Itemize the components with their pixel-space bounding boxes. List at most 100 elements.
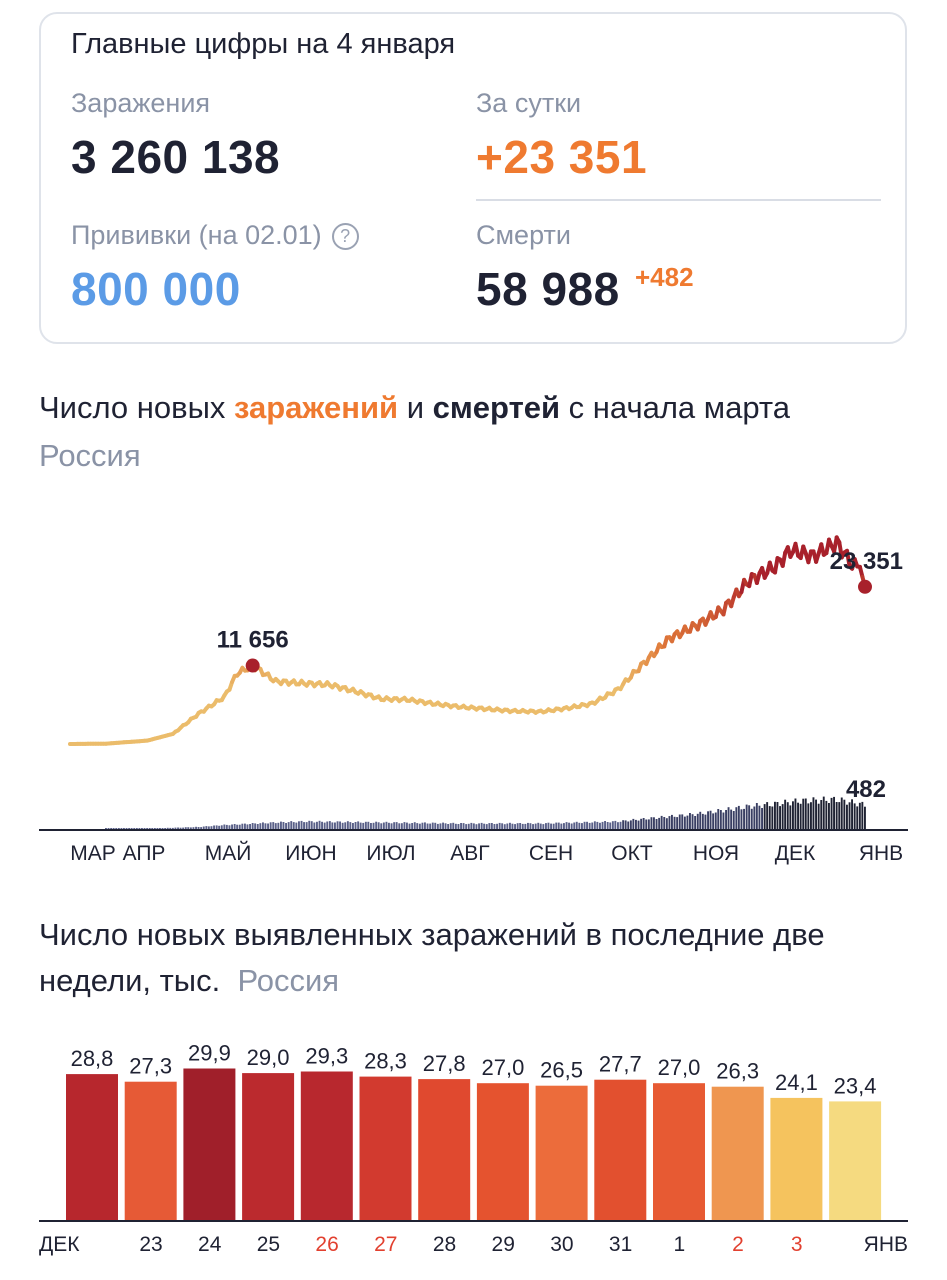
death-bar	[259, 823, 262, 829]
death-bar	[262, 822, 264, 829]
death-bar	[550, 823, 552, 829]
death-bar	[712, 813, 715, 829]
chart2-x-tick-label: 3	[791, 1233, 803, 1256]
death-bar	[117, 828, 120, 829]
death-bar	[678, 814, 681, 829]
death-bar	[490, 823, 493, 829]
death-bar	[771, 806, 774, 829]
death-bar	[629, 820, 632, 829]
deaths-delta: +482	[635, 262, 694, 292]
death-bar	[848, 802, 851, 829]
chart2-x-tick-label: 2	[732, 1233, 744, 1256]
death-bar	[676, 817, 679, 829]
death-bar	[861, 801, 864, 829]
death-bar	[287, 822, 290, 829]
death-bar	[200, 827, 203, 829]
death-bar	[532, 824, 534, 829]
death-bar	[833, 796, 835, 829]
death-bar	[478, 823, 480, 829]
death-bar	[447, 824, 450, 829]
death-bar	[316, 821, 318, 829]
chart2-x-tick-label: 28	[433, 1233, 456, 1256]
chart1-title-deaths: смертей	[432, 390, 561, 425]
daily-bar-value-label: 26,5	[540, 1058, 583, 1083]
death-bar	[511, 823, 514, 829]
death-bar	[408, 823, 411, 829]
death-bar	[218, 825, 221, 829]
death-bar	[843, 799, 846, 829]
death-bar	[195, 826, 197, 829]
death-bar	[321, 821, 323, 829]
death-bar	[792, 801, 794, 829]
latest-infections-marker	[858, 579, 872, 594]
infection-line-segment	[793, 541, 801, 558]
death-bar	[442, 822, 444, 829]
death-bar	[277, 822, 280, 829]
chart2-x-tick-label: ДЕК	[39, 1233, 80, 1256]
death-bar	[730, 809, 733, 829]
chart1-x-tick-label: ДЕК	[775, 842, 816, 865]
summary-card: Главные цифры на 4 января Заражения 3 26…	[39, 12, 907, 344]
death-bar	[174, 827, 177, 829]
death-bar	[210, 826, 213, 829]
daily-bar-value-label: 23,4	[834, 1073, 877, 1098]
death-bar	[465, 824, 468, 829]
card-divider	[476, 199, 881, 201]
death-bar	[300, 820, 303, 829]
death-bar	[578, 822, 581, 829]
death-bar	[187, 827, 190, 829]
death-bar	[794, 798, 797, 829]
death-bar	[601, 821, 604, 829]
death-bar	[457, 824, 460, 829]
death-bar	[611, 821, 614, 829]
death-bar	[439, 823, 442, 829]
death-bar	[148, 828, 151, 829]
death-bar	[318, 820, 321, 829]
death-bar	[339, 821, 341, 829]
death-bar	[609, 822, 612, 829]
death-bar	[704, 814, 707, 829]
chart1-title-part-3: и	[398, 390, 433, 425]
death-bar	[647, 819, 650, 829]
death-bar	[264, 823, 267, 829]
death-bar	[112, 828, 115, 829]
help-icon[interactable]: ?	[331, 223, 359, 250]
chart1-title-part-1: Число новых	[39, 390, 234, 425]
death-bar	[398, 823, 401, 829]
death-bar	[182, 827, 185, 829]
death-bar	[583, 821, 586, 829]
death-bar	[331, 822, 334, 829]
death-bar	[177, 827, 179, 829]
death-bar	[694, 816, 697, 829]
death-bar	[681, 814, 684, 829]
death-bar	[846, 804, 848, 829]
death-bar	[357, 821, 360, 829]
death-bar	[184, 827, 187, 829]
death-bar	[797, 802, 799, 829]
daily-label: За сутки	[476, 88, 582, 118]
death-bar	[745, 804, 748, 829]
death-bar	[159, 828, 161, 829]
death-bar	[225, 824, 228, 829]
death-bar	[545, 823, 547, 829]
death-bar	[141, 828, 143, 829]
death-bar	[686, 815, 689, 829]
death-bar	[727, 807, 730, 829]
death-bar	[123, 828, 125, 829]
chart1-x-tick-label: АПР	[123, 842, 166, 865]
death-bar	[388, 822, 390, 829]
chart2-x-tick-label: 27	[374, 1233, 397, 1256]
death-bar	[614, 820, 617, 829]
death-bar	[864, 806, 866, 829]
death-bar	[480, 822, 483, 829]
death-bar	[627, 821, 630, 829]
death-bar	[740, 809, 743, 829]
daily-bar-value-label: 28,8	[71, 1046, 114, 1071]
chart2-x-tick-label: 30	[550, 1233, 573, 1256]
death-bar	[755, 803, 758, 829]
chart2-x-tick-label: 29	[492, 1233, 515, 1256]
death-bar	[501, 823, 504, 829]
death-bar	[810, 802, 812, 829]
death-bar	[125, 828, 128, 829]
death-bar	[619, 821, 622, 829]
